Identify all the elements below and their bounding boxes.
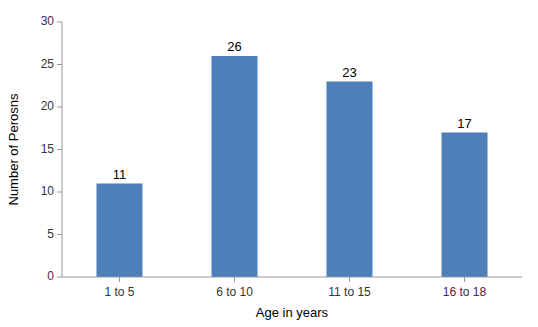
y-axis-label: Number of Perosns: [6, 93, 21, 205]
y-tick: [57, 192, 62, 193]
bar: [442, 133, 488, 278]
bar: [327, 82, 373, 278]
x-tick-label: 6 to 10: [216, 285, 253, 299]
data-label: 17: [457, 116, 471, 131]
y-tick: [57, 22, 62, 23]
x-axis-line: [62, 277, 522, 278]
y-tick-label: 15: [41, 142, 55, 156]
y-tick: [57, 107, 62, 108]
x-tick-label: 11 to 15: [328, 285, 371, 299]
x-tick-label: 16 to 18: [443, 285, 487, 299]
x-axis-label: Age in years: [256, 305, 329, 320]
data-label: 26: [227, 39, 241, 54]
y-tick-label: 20: [41, 99, 55, 113]
y-tick-label: 0: [47, 269, 54, 283]
y-tick-label: 5: [47, 227, 54, 241]
bar: [212, 56, 258, 277]
x-tick-label: 1 to 5: [104, 285, 134, 299]
x-tick: [234, 277, 235, 282]
chart-container: 0 5 10 15 20 25 30 11 26 23 17 1 to 5 6 to 10 11 to 1…: [0, 0, 538, 327]
y-tick: [57, 234, 62, 235]
y-axis-line: [62, 22, 63, 277]
y-tick-label: 10: [41, 184, 55, 198]
chart-svg: 0 5 10 15 20 25 30 11 26 23 17 1 to 5 6 to 10 11 to 1…: [0, 0, 538, 327]
y-tick-label: 25: [41, 57, 55, 71]
x-tick: [349, 277, 350, 282]
y-tick: [57, 64, 62, 65]
x-tick: [119, 277, 120, 282]
x-tick: [464, 277, 465, 282]
y-tick: [57, 277, 62, 278]
data-label: 23: [342, 65, 356, 80]
bar: [97, 184, 143, 278]
y-tick: [57, 149, 62, 150]
y-tick-label: 30: [41, 14, 55, 28]
bars: [97, 56, 488, 277]
data-label: 11: [113, 167, 127, 182]
